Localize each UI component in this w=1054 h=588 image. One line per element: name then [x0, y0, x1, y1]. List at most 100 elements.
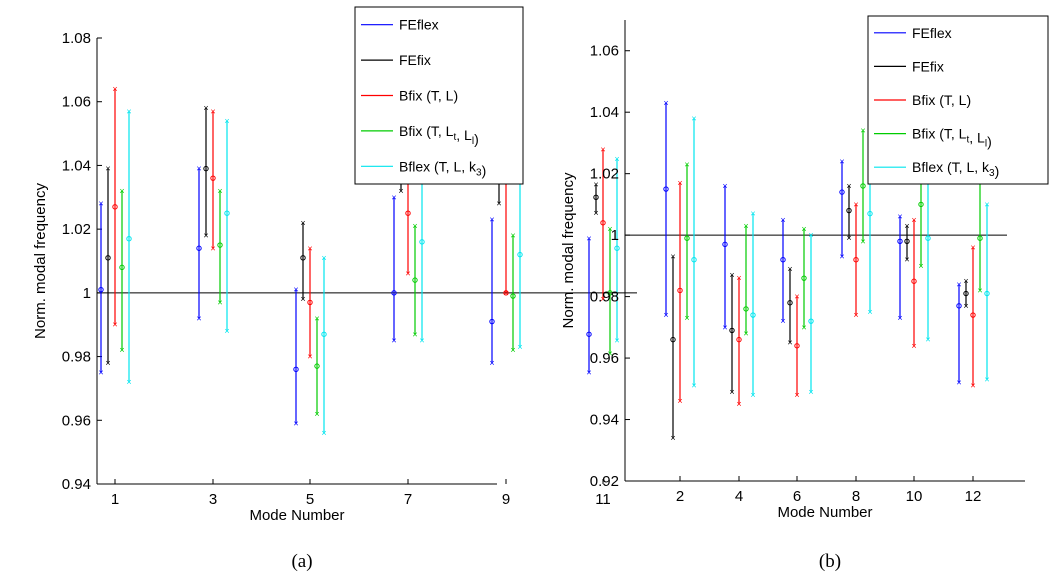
max-marker: × — [210, 106, 215, 116]
max-marker: × — [217, 186, 222, 196]
min-marker: × — [517, 342, 522, 352]
x-tick-label: 1 — [111, 491, 119, 508]
mean-marker — [98, 286, 104, 293]
mean-marker — [963, 290, 969, 297]
y-tick-label: 1.04 — [590, 104, 619, 121]
min-marker: × — [963, 301, 968, 311]
legend-label: Bflex (T, L, k3) — [912, 159, 999, 179]
max-marker: × — [391, 192, 396, 202]
max-marker: × — [670, 252, 675, 262]
max-marker: × — [801, 224, 806, 234]
min-marker: × — [904, 255, 909, 265]
min-marker: × — [496, 199, 501, 209]
y-tick-label: 0.98 — [590, 289, 619, 306]
mean-marker — [780, 257, 786, 263]
x-tick-label: 9 — [502, 491, 510, 508]
max-marker: × — [750, 209, 755, 219]
min-marker: × — [503, 288, 508, 298]
y-tick-label: 0.96 — [62, 412, 91, 429]
mean-marker — [126, 236, 132, 242]
max-marker: × — [586, 234, 591, 244]
max-marker: × — [593, 180, 598, 190]
min-marker: × — [419, 336, 424, 346]
min-marker: × — [691, 381, 696, 391]
mean-marker — [607, 290, 613, 296]
min-marker: × — [808, 387, 813, 397]
max-marker: × — [224, 116, 229, 126]
x-tick-label: 3 — [209, 491, 217, 508]
x-tick-label: 12 — [965, 488, 982, 505]
mean-marker — [977, 235, 983, 241]
mean-marker — [736, 336, 742, 343]
mean-marker — [614, 245, 620, 251]
max-marker: × — [607, 224, 612, 234]
mean-marker — [722, 241, 728, 248]
max-marker: × — [293, 285, 298, 295]
min-marker: × — [729, 387, 734, 397]
max-marker: × — [743, 221, 748, 231]
min-marker: × — [398, 186, 403, 196]
min-marker: × — [787, 338, 792, 348]
mean-marker — [510, 293, 516, 299]
max-marker: × — [808, 230, 813, 240]
min-marker: × — [224, 326, 229, 336]
mean-marker — [839, 189, 845, 195]
legend-label: FEfix — [912, 58, 944, 74]
mean-marker — [808, 318, 814, 324]
min-marker: × — [984, 375, 989, 385]
x-tick-label: 2 — [676, 488, 684, 505]
y-tick-label: 0.98 — [62, 349, 91, 366]
mean-marker — [412, 277, 418, 283]
max-marker: × — [911, 215, 916, 225]
panel-caption: (a) — [291, 551, 312, 572]
mean-marker — [670, 336, 676, 343]
mean-marker — [224, 210, 230, 216]
mean-marker — [897, 238, 903, 244]
mean-marker — [801, 275, 807, 281]
max-marker: × — [203, 103, 208, 113]
max-marker: × — [489, 215, 494, 225]
max-marker: × — [736, 273, 741, 283]
max-marker: × — [677, 178, 682, 188]
max-marker: × — [412, 221, 417, 231]
max-marker: × — [846, 181, 851, 191]
x-tick-label: 11 — [595, 491, 611, 508]
y-tick-label: 0.92 — [590, 473, 619, 490]
panel-caption: (b) — [819, 551, 841, 572]
y-tick-label: 1.06 — [62, 94, 91, 111]
x-tick-label: 5 — [306, 491, 314, 508]
y-tick-label: 0.94 — [62, 476, 91, 493]
mean-marker — [307, 299, 313, 306]
min-marker: × — [860, 236, 865, 246]
min-marker: × — [203, 231, 208, 241]
mean-marker — [925, 235, 931, 241]
min-marker: × — [412, 329, 417, 339]
mean-marker — [787, 300, 793, 306]
min-marker: × — [977, 285, 982, 295]
mean-marker — [663, 186, 669, 192]
min-marker: × — [677, 396, 682, 406]
mean-marker — [853, 257, 859, 263]
min-marker: × — [196, 313, 201, 323]
min-marker: × — [98, 368, 103, 378]
min-marker: × — [489, 358, 494, 368]
max-marker: × — [126, 106, 131, 116]
y-tick-label: 1.08 — [62, 30, 91, 47]
mean-marker — [517, 251, 523, 258]
min-marker: × — [126, 377, 131, 387]
mean-marker — [750, 312, 756, 318]
max-marker: × — [196, 164, 201, 174]
min-marker: × — [897, 313, 902, 323]
mean-marker — [691, 257, 697, 263]
max-marker: × — [794, 292, 799, 302]
min-marker: × — [794, 390, 799, 400]
legend-label: FEfix — [399, 52, 431, 68]
mean-marker — [794, 343, 800, 349]
y-axis-label: Norm. modal frequency — [560, 172, 577, 328]
max-marker: × — [300, 218, 305, 228]
mean-marker — [743, 306, 749, 312]
x-axis-label: Mode Number — [249, 507, 344, 524]
mean-marker — [203, 165, 209, 172]
mean-marker — [984, 290, 990, 297]
max-marker: × — [321, 253, 326, 263]
